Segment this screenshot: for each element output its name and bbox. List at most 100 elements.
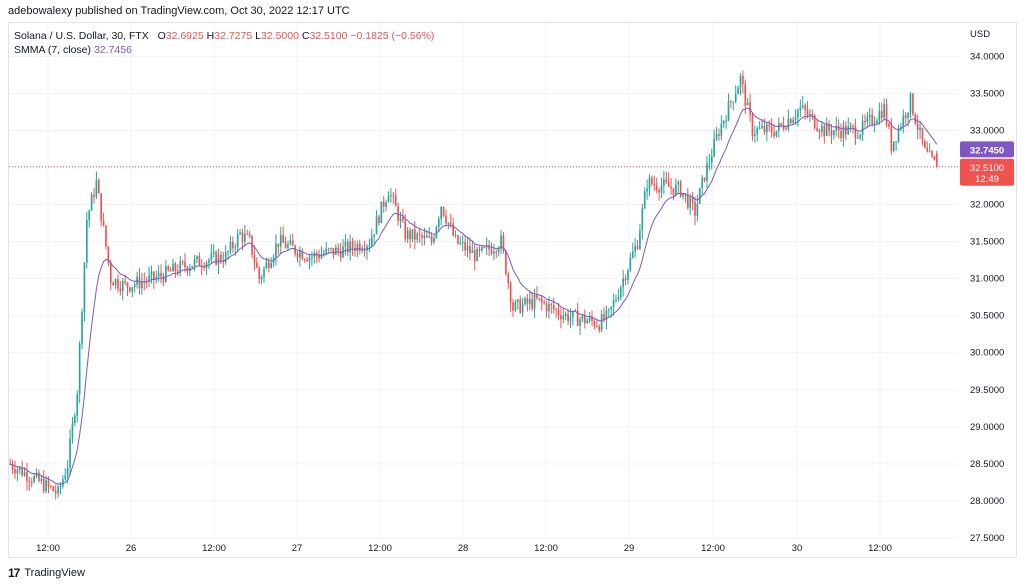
candle-body <box>763 126 766 133</box>
candle-body <box>469 245 471 254</box>
candle-body <box>505 250 507 275</box>
candle-body <box>236 234 239 248</box>
last-price-badge <box>960 158 1014 186</box>
candle-body <box>768 124 771 127</box>
y-tick-label: 29.5000 <box>970 385 1004 396</box>
candle-body <box>83 262 86 313</box>
candle-body <box>402 217 404 221</box>
x-tick-label: 28 <box>458 543 469 554</box>
candle-body <box>45 480 47 492</box>
candle-body <box>904 115 907 118</box>
indicator-value: 32.7456 <box>93 44 132 56</box>
candle-body <box>78 343 81 395</box>
candle-body <box>277 243 280 247</box>
y-tick-label: 34.0000 <box>970 51 1004 62</box>
candle-body <box>418 233 421 236</box>
candle-body <box>26 471 28 482</box>
candle-body <box>260 276 263 280</box>
candle-body <box>471 249 474 254</box>
candle-body <box>531 299 534 309</box>
candle-body <box>840 130 842 138</box>
candle-body <box>35 472 38 477</box>
y-tick-label: 31.5000 <box>970 237 1004 248</box>
y-tick-label: 28.5000 <box>970 459 1004 470</box>
candle-body <box>595 326 598 328</box>
candle-body <box>311 256 313 258</box>
high-label: H <box>206 30 215 42</box>
candle-body <box>765 124 768 133</box>
candle-body <box>320 254 323 259</box>
candle-body <box>631 251 634 258</box>
candle-body <box>157 272 160 277</box>
candle-body <box>299 251 301 258</box>
candle-body <box>600 314 603 331</box>
candle-body <box>842 125 845 138</box>
candle-body <box>291 240 294 246</box>
candle-body <box>552 305 555 310</box>
candle-body <box>344 241 347 247</box>
candle-body <box>437 218 440 228</box>
candle-body <box>433 237 435 243</box>
candle-body <box>739 75 742 88</box>
candle-body <box>330 248 332 250</box>
candle-body <box>512 302 514 311</box>
candle-body <box>447 222 450 224</box>
candle-body <box>459 242 462 244</box>
candle-body <box>215 252 217 265</box>
candle-body <box>323 253 325 255</box>
candle-body <box>667 181 670 187</box>
candle-body <box>117 279 119 289</box>
candle-body <box>902 115 905 127</box>
candle-body <box>382 201 385 207</box>
candle-body <box>876 120 878 124</box>
y-tick-label: 29.0000 <box>970 422 1004 433</box>
candle-body <box>378 216 380 224</box>
candle-body <box>361 250 364 252</box>
candle-body <box>811 114 814 116</box>
candle-body <box>615 299 617 301</box>
candle-body <box>787 118 790 129</box>
candle-body <box>847 126 850 135</box>
candle-body <box>234 247 237 249</box>
candle-body <box>564 313 567 316</box>
candle-body <box>375 216 378 235</box>
candle-body <box>265 262 268 269</box>
candle-body <box>691 197 694 202</box>
candle-body <box>603 314 605 320</box>
candle-body <box>536 294 538 299</box>
y-tick-label: 27.5000 <box>970 533 1004 544</box>
candle-body <box>430 236 433 243</box>
candle-body <box>634 245 636 252</box>
candle-body <box>619 287 622 298</box>
candle-body <box>232 241 234 248</box>
candle-body <box>754 134 756 136</box>
candle-body <box>514 301 517 311</box>
footer-brand[interactable]: 17 TradingView <box>8 566 85 580</box>
candle-body <box>543 302 545 304</box>
candle-body <box>708 162 711 164</box>
symbol-title[interactable]: Solana / U.S. Dollar, 30, FTX <box>14 30 149 42</box>
candle-body <box>586 320 589 324</box>
candle-body <box>751 114 754 136</box>
candle-body <box>428 236 431 238</box>
candle-body <box>500 235 502 249</box>
candle-body <box>821 125 823 133</box>
candle-body <box>370 236 373 246</box>
x-tick-label: 12:00 <box>701 543 725 554</box>
candle-body <box>572 310 574 318</box>
candle-body <box>246 233 249 235</box>
candle-body <box>30 481 33 483</box>
candle-body <box>442 207 445 216</box>
candle-body <box>394 195 397 207</box>
candle-body <box>914 114 917 124</box>
candle-body <box>665 179 668 182</box>
candle-body <box>488 245 490 250</box>
candle-body <box>816 128 818 131</box>
candle-body <box>334 247 337 255</box>
candle-body <box>162 276 165 282</box>
candle-body <box>935 153 938 167</box>
indicator-name[interactable]: SMMA (7, close) <box>14 44 92 56</box>
candle-body <box>59 486 62 488</box>
candle-body <box>622 278 625 288</box>
